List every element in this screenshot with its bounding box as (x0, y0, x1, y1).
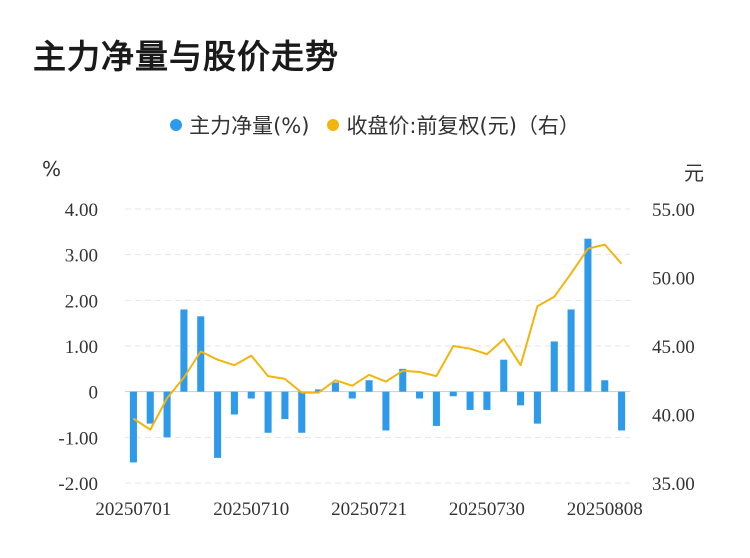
bar (550, 341, 558, 392)
y-right-tick-label: 45.00 (652, 337, 695, 358)
bar (432, 391, 440, 426)
legend-label-net: 主力净量(%) (189, 114, 310, 138)
bar (129, 391, 137, 463)
bar (601, 380, 609, 392)
bar (197, 316, 205, 392)
y-right-tick-label: 40.00 (652, 406, 695, 427)
y-right-tick-label: 50.00 (652, 269, 695, 290)
y-right-tick-label: 35.00 (652, 474, 695, 495)
y-left-tick-label: -2.00 (58, 474, 98, 495)
legend: 主力净量(%) 收盘价:前复权(元)（右） (0, 110, 750, 140)
bar (214, 391, 222, 458)
bar (517, 391, 525, 406)
y-right-tick-label: 55.00 (652, 200, 695, 221)
y-left-tick-label: 4.00 (65, 200, 98, 221)
chart-title: 主力净量与股价走势 (33, 37, 339, 76)
bar (449, 391, 457, 397)
bar (163, 391, 171, 438)
x-tick-label: 20250710 (213, 499, 289, 520)
bar (348, 391, 356, 399)
x-tick-label: 20250701 (95, 499, 171, 520)
bar (315, 389, 323, 392)
left-axis-unit: % (42, 157, 62, 181)
bar (247, 391, 255, 399)
bar (500, 359, 508, 392)
right-axis-unit: 元 (684, 161, 704, 185)
bar (399, 368, 407, 392)
x-tick-label: 20250808 (567, 499, 643, 520)
y-left-tick-label: 3.00 (65, 246, 98, 267)
bar (533, 391, 541, 424)
legend-label-price: 收盘价:前复权(元)（右） (346, 114, 580, 138)
bar (281, 391, 289, 420)
price-line (132, 243, 623, 431)
y-left-tick-label: -1.00 (58, 428, 98, 449)
bar (483, 391, 491, 410)
bar (567, 309, 575, 392)
y-left-tick-label: 2.00 (65, 291, 98, 312)
bar (180, 309, 188, 392)
legend-item-price[interactable]: 收盘价:前复权(元)（右） (327, 110, 580, 140)
bar (466, 391, 474, 410)
legend-dot-net (170, 119, 183, 131)
bar (298, 391, 306, 433)
legend-dot-price (327, 119, 340, 131)
legend-item-net[interactable]: 主力净量(%) (170, 110, 309, 140)
bar (584, 238, 592, 392)
bar (382, 391, 390, 431)
bar (618, 391, 626, 431)
bar (264, 391, 272, 433)
bar (230, 391, 238, 415)
bar (416, 391, 424, 399)
bar (331, 382, 339, 392)
x-tick-label: 20250730 (449, 499, 525, 520)
bar (146, 391, 154, 424)
x-tick-label: 20250721 (331, 499, 407, 520)
y-left-tick-label: 0 (89, 383, 99, 404)
bar (365, 380, 373, 392)
y-left-tick-label: 1.00 (65, 337, 98, 358)
